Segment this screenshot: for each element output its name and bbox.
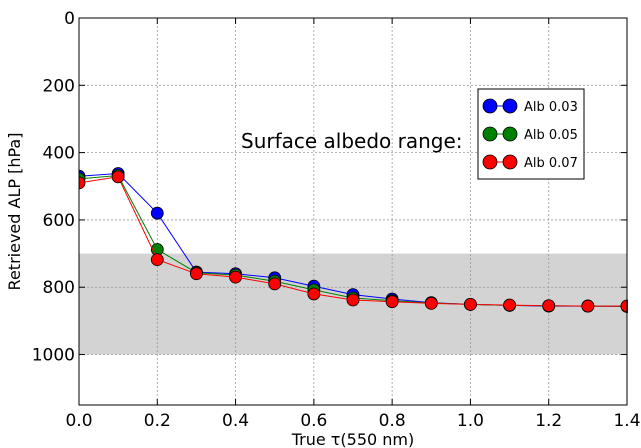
legend-marker — [502, 126, 518, 142]
x-tick-label: 0.8 — [379, 411, 406, 431]
data-point — [464, 297, 477, 311]
legend-marker — [502, 98, 518, 114]
y-tick-label: 200 — [43, 76, 75, 96]
data-point — [424, 296, 438, 310]
legend-marker — [482, 98, 498, 114]
y-tick-label: 1000 — [32, 346, 75, 366]
legend: Alb 0.03 Alb 0.05 Alb 0.07 — [477, 88, 585, 180]
y-tick-label: 800 — [43, 278, 75, 298]
legend-label: Alb 0.05 — [524, 128, 578, 143]
legend-label: Alb 0.07 — [524, 156, 578, 171]
y-tick-label: 600 — [43, 211, 75, 231]
x-tick-label: 1.0 — [457, 411, 484, 431]
series-layer — [79, 167, 628, 313]
legend-marker — [502, 154, 518, 170]
series-alb-0.07 — [79, 170, 628, 313]
x-tick-label: 0.0 — [65, 411, 92, 431]
x-tick-label: 0.2 — [144, 411, 171, 431]
data-point — [346, 293, 360, 307]
data-point — [307, 287, 321, 301]
annotation-text: Surface albedo range: — [241, 129, 463, 153]
data-point — [111, 170, 125, 184]
data-point — [79, 176, 86, 190]
x-tick-label: 0.6 — [300, 411, 327, 431]
y-tick-label: 0 — [64, 9, 75, 29]
data-point — [150, 206, 164, 220]
data-point — [229, 270, 242, 284]
x-tick-label: 1.4 — [613, 411, 640, 431]
legend-marker — [482, 154, 498, 170]
data-point — [150, 253, 164, 267]
data-point — [542, 299, 556, 313]
legend-marker — [482, 126, 498, 142]
plot-frame — [78, 17, 628, 406]
x-axis-label: True τ(550 nm) — [291, 430, 415, 448]
tick-label-layer: 0.0 0.2 0.4 0.6 0.8 1.0 1.2 1.4 0 200 400 600 800 100… — [32, 9, 641, 431]
data-point — [581, 299, 595, 313]
y-axis-label: Retrieved ALP [hPa] — [5, 133, 24, 291]
x-tick-label: 1.2 — [535, 411, 562, 431]
data-point — [190, 267, 203, 281]
y-tick-label: 400 — [43, 144, 75, 164]
legend-label: Alb 0.03 — [524, 100, 578, 115]
x-tick-label: 0.4 — [222, 411, 249, 431]
data-point — [268, 277, 282, 291]
data-point — [503, 298, 516, 312]
data-point — [385, 295, 399, 309]
